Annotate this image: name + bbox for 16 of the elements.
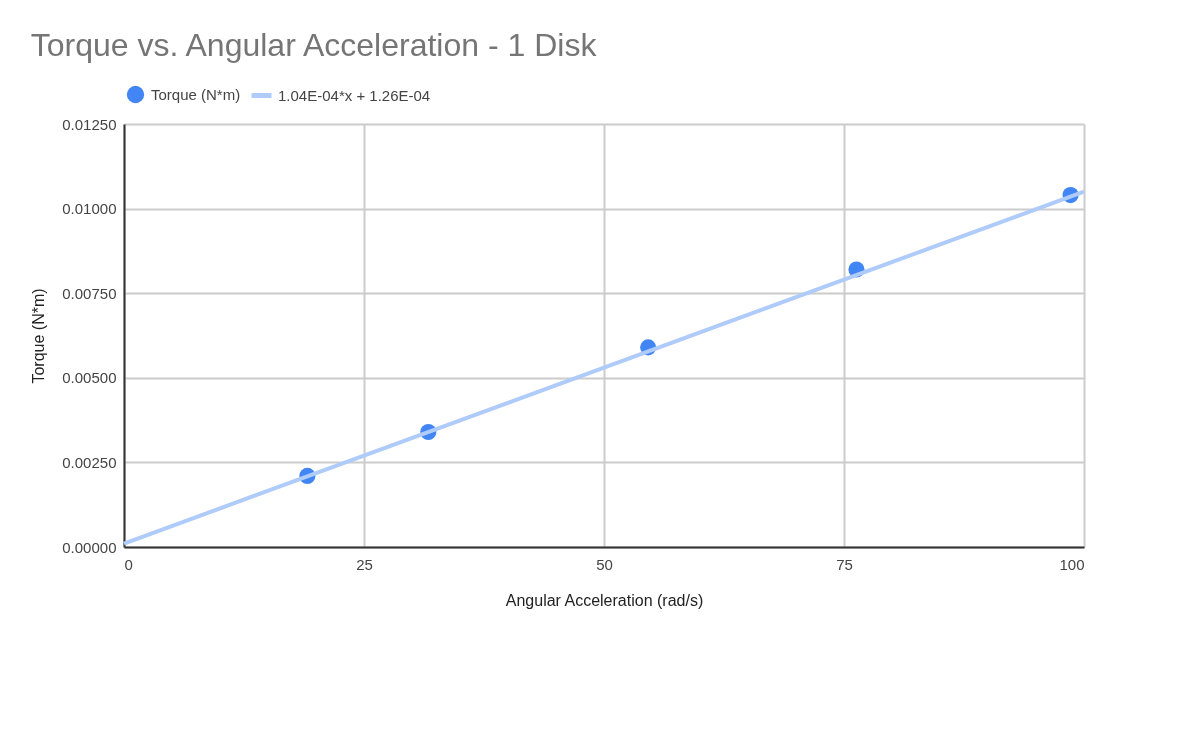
y-tick-label: 0.00250 xyxy=(62,453,117,471)
legend-label: Torque (N*m) xyxy=(151,85,241,103)
y-tick-label: 0.00500 xyxy=(62,369,117,387)
y-tick-label: 0.01250 xyxy=(62,115,117,133)
y-axis-title: Torque (N*m) xyxy=(30,288,48,384)
legend-label: 1.04E-04*x + 1.26E-04 xyxy=(278,86,431,104)
x-tick-label: 0 xyxy=(124,555,133,573)
x-tick-label: 25 xyxy=(356,555,373,573)
chart-title: Torque vs. Angular Acceleration - 1 Disk xyxy=(30,27,598,63)
x-axis-title: Angular Acceleration (rad/s) xyxy=(505,591,704,609)
x-tick-label: 50 xyxy=(596,555,613,573)
x-tick-label: 75 xyxy=(836,555,853,573)
y-tick-label: 0.00750 xyxy=(62,284,117,302)
x-tick-label: 100 xyxy=(1059,555,1085,573)
y-tick-label: 0.00000 xyxy=(62,538,117,556)
y-tick-label: 0.01000 xyxy=(62,200,117,218)
